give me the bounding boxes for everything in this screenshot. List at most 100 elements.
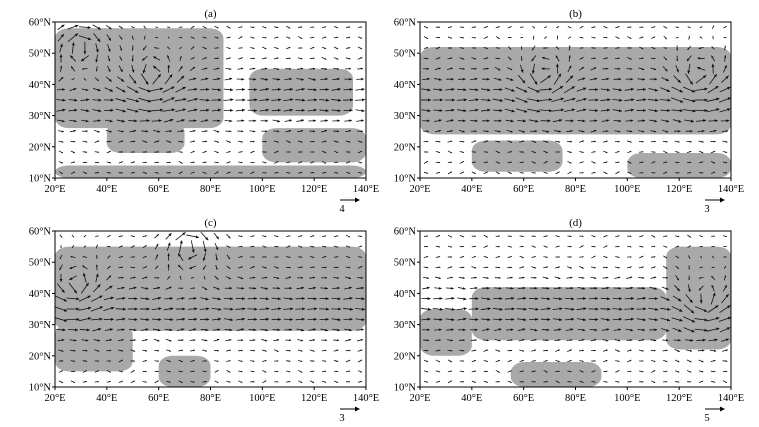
wind-vector-head: [121, 140, 124, 143]
wind-vector-head: [312, 276, 316, 279]
wind-vector-head: [360, 370, 363, 373]
wind-vector-head: [712, 25, 715, 28]
wind-vector-head: [724, 275, 727, 278]
wind-vector-head: [206, 317, 210, 321]
wind-vector-head: [97, 339, 101, 342]
wind-vector-head: [133, 339, 136, 342]
wind-vector-head: [169, 339, 172, 342]
wind-vector-head: [229, 119, 233, 123]
wind-vector-head: [534, 276, 537, 279]
wind-vector-head: [312, 67, 316, 70]
wind-vector-head: [629, 26, 632, 28]
wind-vector-head: [546, 349, 548, 352]
wind-vector-head: [510, 26, 512, 28]
wind-vector-head: [677, 381, 680, 383]
wind-vector-head: [360, 161, 363, 164]
wind-vector-head: [313, 108, 317, 112]
wind-vector-head: [324, 360, 327, 362]
wind-vector-head: [324, 349, 327, 352]
wind-vector-head: [97, 151, 99, 153]
wind-vector-head: [314, 307, 318, 311]
wind-vector-head: [145, 360, 147, 362]
wind-vector-head: [630, 328, 634, 332]
wind-vector-head: [168, 26, 171, 28]
wind-vector-head: [509, 359, 512, 362]
wind-vector-head: [121, 119, 125, 123]
wind-vector-head: [712, 257, 714, 259]
wind-vector-head: [121, 328, 125, 332]
wind-vector-head: [217, 47, 219, 49]
wind-vector-head: [336, 246, 339, 248]
wind-vector-head: [653, 381, 656, 383]
wind-vector-head: [313, 297, 317, 301]
wind-vector-head: [107, 48, 111, 52]
wind-vector-head: [593, 37, 596, 39]
wind-vector-head: [95, 49, 99, 53]
wind-vector-head: [699, 267, 701, 269]
reference-vector-label: 3: [704, 204, 709, 215]
wind-vector-head: [654, 318, 658, 322]
wind-vector-head: [204, 57, 207, 59]
wind-vector-head: [617, 171, 620, 174]
wind-vector-head: [521, 256, 524, 259]
wind-vector-head: [498, 130, 501, 133]
wind-vector-head: [689, 299, 693, 303]
wind-vector-head: [300, 151, 303, 153]
wind-vector-head: [157, 339, 160, 342]
wind-vector-head: [450, 161, 452, 164]
wind-vector-head: [324, 235, 327, 237]
x-tick-label: 60°E: [513, 393, 534, 404]
wind-vector-head: [96, 244, 98, 247]
wind-vector-head: [241, 108, 246, 112]
wind-vector-head: [300, 37, 303, 39]
wind-vector-head: [510, 78, 514, 81]
wind-vector-head: [289, 77, 292, 81]
wind-vector-head: [677, 256, 679, 259]
wind-vector-head: [312, 350, 315, 352]
wind-vector-head: [131, 48, 134, 51]
wind-vector-head: [713, 129, 717, 133]
wind-vector-head: [499, 307, 503, 311]
panel-4: (d)20°E 40°E 60°E 80°E 100°E 120°E 140°E10°N20…: [394, 217, 744, 424]
wind-vector-head: [179, 55, 182, 58]
wind-vector-head: [109, 328, 113, 331]
wind-vector-head: [82, 272, 86, 277]
wind-vector-head: [535, 307, 539, 311]
wind-vector-head: [61, 130, 64, 133]
wind-vector-head: [438, 26, 440, 28]
wind-vector-head: [265, 328, 269, 332]
wind-vector-head: [558, 328, 562, 331]
wind-vector-head: [336, 370, 339, 373]
wind-vector-head: [73, 78, 75, 80]
wind-vector-head: [677, 360, 680, 363]
wind-vector-head: [702, 129, 705, 133]
wind-vector-head: [61, 381, 63, 383]
wind-vector-head: [426, 256, 429, 258]
wind-vector-head: [312, 246, 315, 248]
wind-vector-head: [264, 151, 267, 153]
y-tick-label: 10°N: [394, 174, 417, 185]
wind-vector-head: [711, 63, 715, 67]
wind-vector-head: [606, 88, 611, 92]
wind-vector-head: [545, 246, 548, 248]
wind-vector-head: [278, 98, 282, 102]
wind-vector-head: [631, 98, 635, 102]
wind-vector-head: [653, 172, 656, 174]
wind-vector-head: [690, 130, 693, 133]
wind-vector-head: [641, 381, 644, 383]
wind-vector-head: [360, 57, 363, 59]
wind-vector-head: [593, 151, 596, 153]
wind-vector-head: [486, 339, 489, 342]
wind-vector-head: [450, 246, 452, 248]
wind-vector-head: [499, 297, 503, 301]
wind-vector-head: [724, 266, 726, 268]
wind-vector-head: [192, 57, 195, 59]
wind-vector-head: [462, 161, 464, 163]
wind-vector-head: [667, 98, 671, 102]
wind-vector-head: [510, 286, 514, 290]
wind-vector-head: [276, 47, 279, 49]
wind-vector-head: [167, 264, 170, 267]
wind-vector-head: [595, 307, 599, 311]
wind-vector-head: [439, 318, 443, 322]
wind-vector-head: [462, 245, 464, 248]
